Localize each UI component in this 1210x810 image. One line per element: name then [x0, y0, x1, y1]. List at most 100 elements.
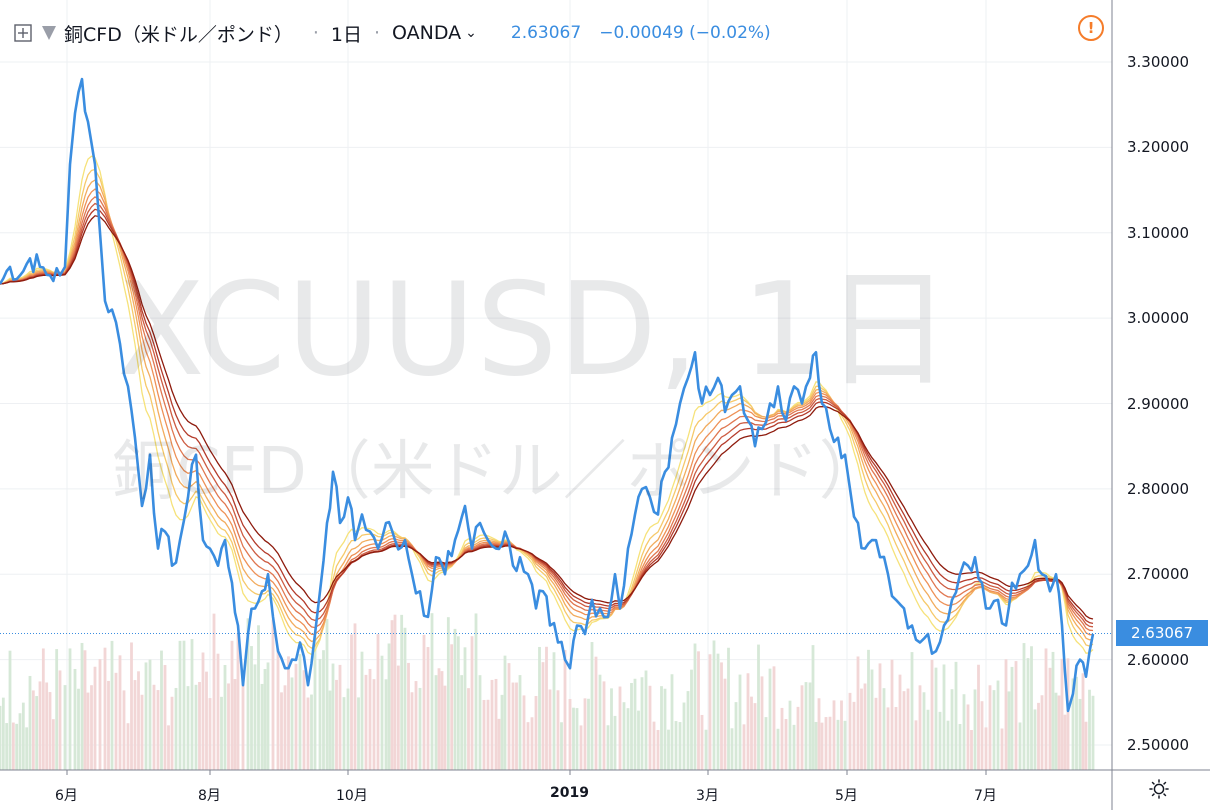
- volume-bar: [170, 696, 174, 770]
- volume-bar: [1000, 728, 1004, 770]
- volume-bar: [470, 636, 474, 770]
- volume-bar: [946, 720, 950, 770]
- volume-bar: [602, 681, 606, 770]
- price-line: [0, 77, 1095, 713]
- volume-bar: [83, 650, 87, 770]
- volume-bar: [750, 696, 753, 770]
- volume-bar: [878, 663, 882, 770]
- volume-bar: [1051, 651, 1055, 770]
- volume-bar: [335, 679, 338, 770]
- timeframe-label[interactable]: 1日: [330, 23, 362, 46]
- volume-bar: [8, 650, 12, 770]
- volume-bar: [186, 686, 190, 770]
- volume-bar: [140, 694, 144, 770]
- volume-bar: [1084, 721, 1088, 770]
- price-tick-label: 2.70000: [1127, 565, 1190, 584]
- volume-bar: [814, 721, 818, 770]
- volume-bar: [48, 692, 52, 770]
- volume-bar: [860, 688, 863, 770]
- volume-bar: [622, 702, 626, 770]
- volume-bar: [637, 710, 640, 770]
- volume-bar: [934, 667, 938, 770]
- chevron-down-icon[interactable]: ⌄: [465, 25, 477, 41]
- volume-bar: [400, 614, 404, 770]
- volume-bar: [318, 658, 322, 770]
- volume-bar: [914, 720, 918, 770]
- volume-bar: [163, 665, 167, 770]
- volume-bar: [1060, 658, 1064, 770]
- volume-bar: [160, 650, 163, 770]
- volume-bar: [1044, 648, 1048, 770]
- volume-bar: [357, 697, 360, 770]
- volume-bar: [287, 656, 290, 770]
- volume-bar: [700, 714, 704, 770]
- volume-bar: [503, 655, 507, 770]
- volume-bar: [216, 653, 220, 770]
- time-tick-label: 7月: [974, 788, 997, 804]
- volume-bar: [910, 652, 914, 770]
- symbol-flag-icon: [42, 26, 56, 40]
- volume-bar: [266, 662, 270, 770]
- volume-bar: [1007, 691, 1011, 770]
- volume-bar: [390, 620, 394, 770]
- volume-bar: [460, 675, 464, 770]
- volume-bar: [174, 687, 178, 770]
- volume-bar: [372, 679, 376, 770]
- volume-bar: [328, 690, 332, 770]
- expand-icon[interactable]: [14, 24, 32, 42]
- volume-bar: [918, 685, 922, 770]
- volume-bar: [652, 721, 656, 770]
- volume-bar: [988, 685, 992, 770]
- volume-bar: [126, 723, 130, 770]
- price-tick-label: 3.10000: [1127, 223, 1190, 242]
- volume-bar: [1057, 695, 1061, 770]
- volume-bar: [410, 692, 414, 770]
- volume-bar: [130, 642, 133, 770]
- settings-gear-icon[interactable]: [1148, 778, 1170, 800]
- volume-bar: [426, 647, 430, 770]
- exchange-label[interactable]: OANDA: [392, 22, 462, 44]
- volume-bar: [1026, 658, 1030, 770]
- volume-bar: [796, 706, 800, 770]
- volume-bar: [538, 646, 541, 770]
- volume-bar: [560, 722, 563, 770]
- symbol-name[interactable]: 銅CFD（米ドル／ポンド）: [64, 23, 293, 46]
- volume-bar: [712, 640, 716, 770]
- volume-bar: [118, 655, 122, 770]
- volume-bar: [1022, 643, 1026, 770]
- volume-bar: [167, 725, 170, 770]
- volume-bar: [808, 682, 812, 770]
- volume-bar: [1071, 678, 1075, 770]
- volume-bar: [922, 692, 926, 770]
- volume-bar: [182, 640, 186, 770]
- volume-bar: [1088, 689, 1091, 770]
- watermark-symbol: XCUUSD, 1日: [117, 256, 953, 405]
- volume-bar: [1078, 698, 1082, 770]
- volume-bar: [230, 640, 234, 770]
- volume-bar: [973, 689, 977, 770]
- volume-bar: [63, 685, 67, 770]
- volume-bar: [194, 684, 198, 770]
- volume-bar: [548, 689, 552, 770]
- volume-bar: [68, 648, 72, 770]
- volume-bar: [898, 674, 902, 770]
- volume-bar: [28, 675, 32, 770]
- volume-bar: [422, 634, 426, 770]
- volume-bar: [530, 717, 534, 770]
- volume-bar: [633, 678, 637, 770]
- volume-bar: [322, 650, 325, 770]
- alert-icon[interactable]: !: [1078, 15, 1104, 41]
- current-price-label: 2.63067: [1116, 620, 1208, 647]
- volume-bar: [626, 708, 630, 770]
- volume-bar: [1081, 673, 1085, 770]
- volume-bar: [848, 692, 852, 770]
- volume-bar: [280, 692, 283, 770]
- volume-bar: [693, 643, 697, 770]
- volume-bar: [263, 669, 267, 770]
- volume-bar: [443, 685, 447, 770]
- volume-bar: [18, 713, 22, 770]
- volume-bar: [840, 700, 843, 770]
- volume-bar: [407, 662, 410, 770]
- volume-bar: [817, 698, 821, 770]
